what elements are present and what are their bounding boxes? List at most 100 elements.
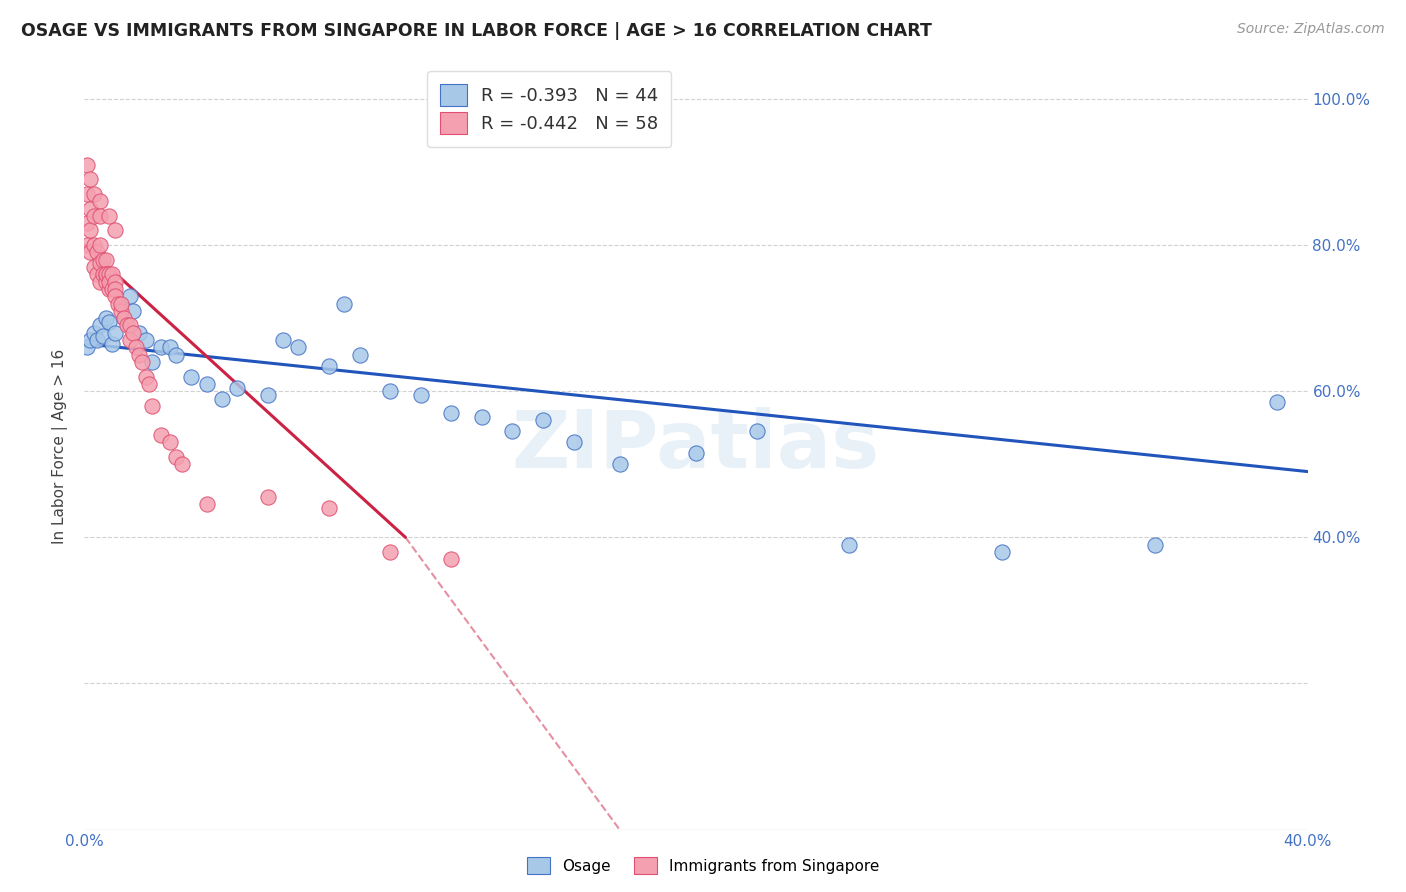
- Point: [531, 413, 554, 427]
- Point: [318, 501, 340, 516]
- Point: [141, 399, 163, 413]
- Point: [104, 326, 127, 340]
- Point: [104, 275, 127, 289]
- Point: [257, 388, 280, 402]
- Point: [502, 425, 524, 439]
- Point: [159, 340, 181, 354]
- Point: [110, 296, 132, 310]
- Point: [86, 268, 108, 282]
- Point: [122, 326, 145, 340]
- Point: [165, 450, 187, 464]
- Point: [128, 348, 150, 362]
- Point: [79, 172, 101, 186]
- Point: [89, 256, 111, 270]
- Point: [104, 223, 127, 237]
- Point: [79, 223, 101, 237]
- Point: [89, 318, 111, 333]
- Point: [86, 245, 108, 260]
- Point: [1143, 538, 1166, 552]
- Point: [471, 409, 494, 424]
- Point: [349, 348, 371, 362]
- Point: [89, 238, 111, 252]
- Point: [226, 380, 249, 394]
- Point: [94, 268, 117, 282]
- Point: [211, 392, 233, 406]
- Point: [138, 376, 160, 391]
- Point: [76, 340, 98, 354]
- Point: [89, 209, 111, 223]
- Point: [991, 545, 1014, 559]
- Point: [287, 340, 309, 354]
- Point: [440, 552, 463, 566]
- Text: OSAGE VS IMMIGRANTS FROM SINGAPORE IN LABOR FORCE | AGE > 16 CORRELATION CHART: OSAGE VS IMMIGRANTS FROM SINGAPORE IN LA…: [21, 22, 932, 40]
- Point: [838, 538, 860, 552]
- Point: [101, 336, 124, 351]
- Point: [128, 326, 150, 340]
- Point: [149, 428, 172, 442]
- Point: [159, 435, 181, 450]
- Point: [76, 238, 98, 252]
- Point: [94, 311, 117, 326]
- Point: [79, 202, 101, 216]
- Point: [271, 333, 294, 347]
- Point: [97, 282, 120, 296]
- Point: [409, 388, 432, 402]
- Point: [685, 446, 707, 460]
- Point: [135, 369, 157, 384]
- Point: [89, 275, 111, 289]
- Point: [110, 296, 132, 310]
- Point: [94, 268, 117, 282]
- Point: [115, 318, 138, 333]
- Point: [180, 369, 202, 384]
- Point: [83, 260, 105, 274]
- Point: [97, 209, 120, 223]
- Point: [120, 333, 142, 347]
- Point: [120, 318, 142, 333]
- Point: [94, 275, 117, 289]
- Point: [122, 303, 145, 318]
- Point: [79, 245, 101, 260]
- Point: [76, 216, 98, 230]
- Point: [83, 209, 105, 223]
- Text: ZIPatlas: ZIPatlas: [512, 407, 880, 485]
- Point: [131, 355, 153, 369]
- Point: [747, 425, 769, 439]
- Point: [112, 311, 135, 326]
- Point: [380, 545, 402, 559]
- Point: [91, 329, 114, 343]
- Point: [149, 340, 172, 354]
- Point: [165, 348, 187, 362]
- Point: [86, 333, 108, 347]
- Point: [91, 268, 114, 282]
- Point: [76, 186, 98, 201]
- Point: [91, 252, 114, 267]
- Legend: R = -0.393   N = 44, R = -0.442   N = 58: R = -0.393 N = 44, R = -0.442 N = 58: [427, 71, 671, 147]
- Point: [101, 282, 124, 296]
- Point: [609, 457, 631, 471]
- Point: [195, 498, 218, 512]
- Point: [172, 457, 194, 471]
- Point: [257, 490, 280, 504]
- Point: [83, 326, 105, 340]
- Point: [79, 333, 101, 347]
- Point: [104, 282, 127, 296]
- Text: Source: ZipAtlas.com: Source: ZipAtlas.com: [1237, 22, 1385, 37]
- Point: [380, 384, 402, 399]
- Point: [135, 333, 157, 347]
- Point: [120, 289, 142, 303]
- Point: [76, 158, 98, 172]
- Point: [1265, 395, 1288, 409]
- Point: [97, 268, 120, 282]
- Point: [83, 238, 105, 252]
- Point: [112, 311, 135, 326]
- Point: [104, 289, 127, 303]
- Point: [97, 315, 120, 329]
- Point: [440, 406, 463, 420]
- Legend: Osage, Immigrants from Singapore: Osage, Immigrants from Singapore: [520, 851, 886, 880]
- Point: [562, 435, 585, 450]
- Point: [141, 355, 163, 369]
- Point: [333, 296, 356, 310]
- Point: [94, 252, 117, 267]
- Point: [195, 376, 218, 391]
- Point: [107, 296, 129, 310]
